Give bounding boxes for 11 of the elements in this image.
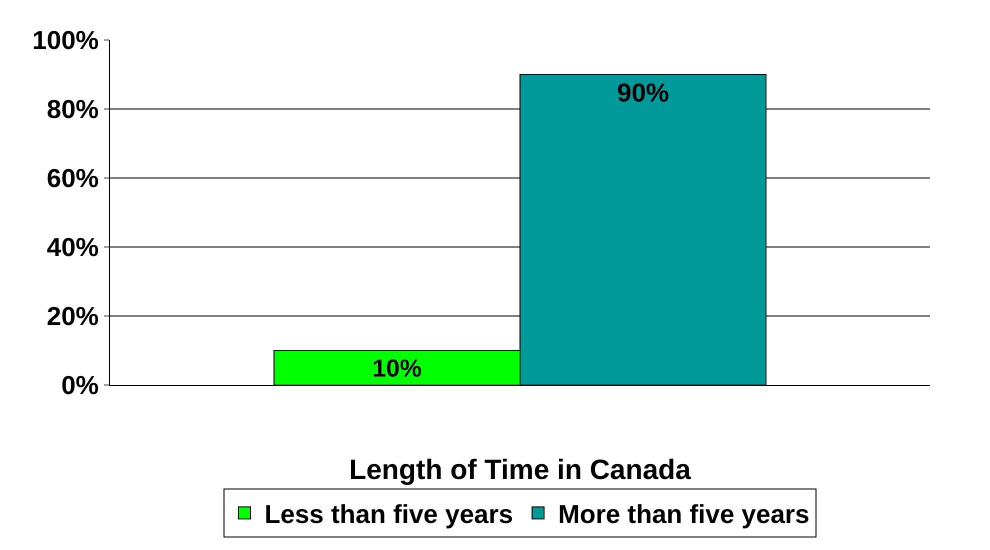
- y-tick-label: 80%: [46, 94, 99, 124]
- y-tick-label: 60%: [46, 163, 99, 194]
- legend-label: Less than five years: [264, 499, 514, 530]
- data-label: 10%: [372, 355, 422, 382]
- y-tick-label: 20%: [46, 301, 99, 332]
- y-tick-label: 0%: [61, 370, 99, 400]
- y-tick-label: 40%: [46, 232, 99, 262]
- legend-label: More than five years: [558, 499, 810, 530]
- x-axis-title: Length of Time in Canada: [349, 454, 692, 485]
- data-label: 90%: [616, 78, 670, 108]
- y-tick-label: 100%: [32, 25, 99, 56]
